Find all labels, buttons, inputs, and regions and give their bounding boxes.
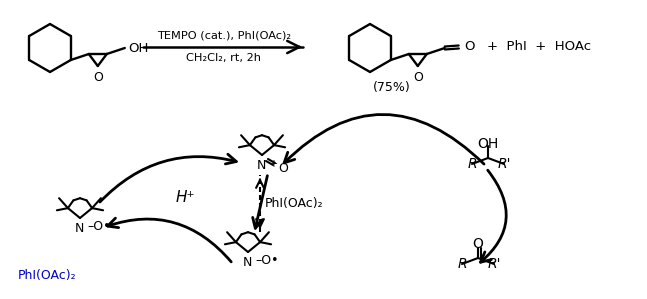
Text: +: + xyxy=(269,159,277,169)
Text: R: R xyxy=(467,157,477,171)
Text: O: O xyxy=(472,237,483,251)
Text: +  PhI  +  HOAc: + PhI + HOAc xyxy=(487,40,591,54)
Text: O: O xyxy=(93,71,103,84)
Text: H⁺: H⁺ xyxy=(175,190,195,205)
Text: O: O xyxy=(278,161,288,175)
Text: –O•: –O• xyxy=(87,219,111,233)
Text: PhI(OAc)₂: PhI(OAc)₂ xyxy=(18,269,76,283)
Text: OH: OH xyxy=(477,137,499,151)
Text: O: O xyxy=(464,40,474,54)
Text: R: R xyxy=(457,257,467,271)
Text: R': R' xyxy=(498,157,510,171)
Text: N: N xyxy=(243,256,252,269)
Text: (75%): (75%) xyxy=(373,82,411,94)
Text: TEMPO (cat.), PhI(OAc)₂: TEMPO (cat.), PhI(OAc)₂ xyxy=(157,31,291,41)
Text: –O•: –O• xyxy=(255,254,278,266)
Text: CH₂Cl₂, rt, 2h: CH₂Cl₂, rt, 2h xyxy=(186,53,261,63)
Text: O: O xyxy=(413,71,422,84)
Text: N: N xyxy=(256,159,266,172)
Text: R': R' xyxy=(487,257,501,271)
Text: N: N xyxy=(74,222,83,235)
Text: PhI(OAc)₂: PhI(OAc)₂ xyxy=(265,197,324,210)
Text: OH: OH xyxy=(128,42,148,54)
